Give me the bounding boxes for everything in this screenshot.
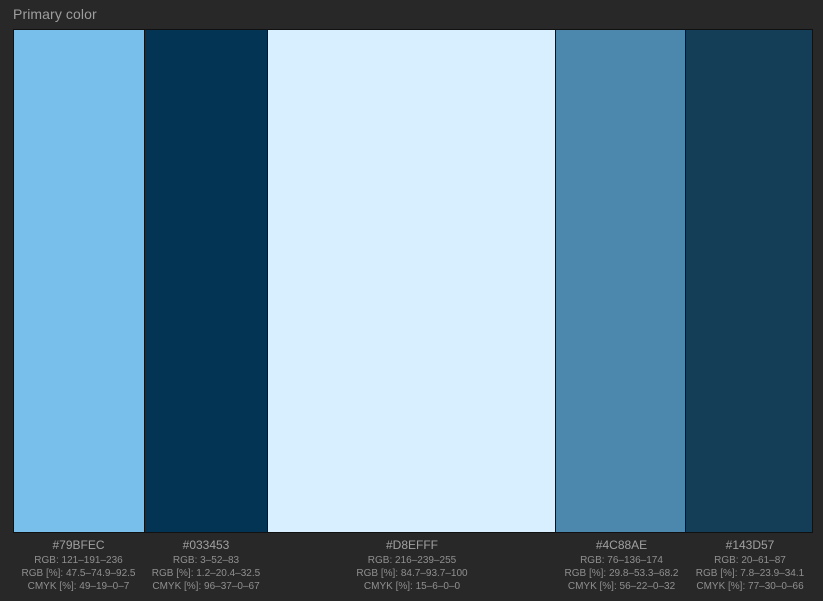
swatch-strip xyxy=(13,29,813,533)
hex-value[interactable]: #4C88AE xyxy=(595,538,648,552)
rgb-value: RGB: 20–61–87 xyxy=(714,555,786,566)
color-info-row: #79BFEC RGB: 121–191–236 RGB [%]: 47.5–7… xyxy=(13,537,813,593)
rgb-percent-value: RGB [%]: 47.5–74.9–92.5 xyxy=(21,568,136,579)
hex-value[interactable]: #79BFEC xyxy=(52,538,105,552)
hex-value[interactable]: #033453 xyxy=(182,538,230,552)
color-info: #143D57 RGB: 20–61–87 RGB [%]: 7.8–23.9–… xyxy=(687,537,813,593)
rgb-percent-value: RGB [%]: 29.8–53.3–68.2 xyxy=(564,568,679,579)
rgb-value: RGB: 76–136–174 xyxy=(580,555,663,566)
color-info: #79BFEC RGB: 121–191–236 RGB [%]: 47.5–7… xyxy=(13,537,144,593)
rgb-percent-value: RGB [%]: 1.2–20.4–32.5 xyxy=(151,568,261,579)
color-info: #D8EFFF RGB: 216–239–255 RGB [%]: 84.7–9… xyxy=(268,537,556,593)
color-info: #033453 RGB: 3–52–83 RGB [%]: 1.2–20.4–3… xyxy=(144,537,268,593)
rgb-value: RGB: 121–191–236 xyxy=(34,555,123,566)
color-swatch[interactable] xyxy=(555,30,687,532)
rgb-percent-value: RGB [%]: 84.7–93.7–100 xyxy=(356,568,468,579)
color-swatch[interactable] xyxy=(686,30,812,532)
color-swatch[interactable] xyxy=(268,30,556,532)
cmyk-value: CMYK [%]: 77–30–0–66 xyxy=(696,581,804,592)
hex-value[interactable]: #D8EFFF xyxy=(385,538,438,552)
cmyk-value: CMYK [%]: 49–19–0–7 xyxy=(27,581,130,592)
panel-title: Primary color xyxy=(13,6,97,22)
color-info: #4C88AE RGB: 76–136–174 RGB [%]: 29.8–53… xyxy=(556,537,687,593)
cmyk-value: CMYK [%]: 56–22–0–32 xyxy=(567,581,676,592)
rgb-percent-value: RGB [%]: 7.8–23.9–34.1 xyxy=(695,568,805,579)
rgb-value: RGB: 216–239–255 xyxy=(367,555,457,566)
cmyk-value: CMYK [%]: 15–6–0–0 xyxy=(363,581,461,592)
color-swatch[interactable] xyxy=(144,30,269,532)
rgb-value: RGB: 3–52–83 xyxy=(172,555,240,566)
color-swatch[interactable] xyxy=(14,30,145,532)
hex-value[interactable]: #143D57 xyxy=(725,538,775,552)
cmyk-value: CMYK [%]: 96–37–0–67 xyxy=(152,581,260,592)
